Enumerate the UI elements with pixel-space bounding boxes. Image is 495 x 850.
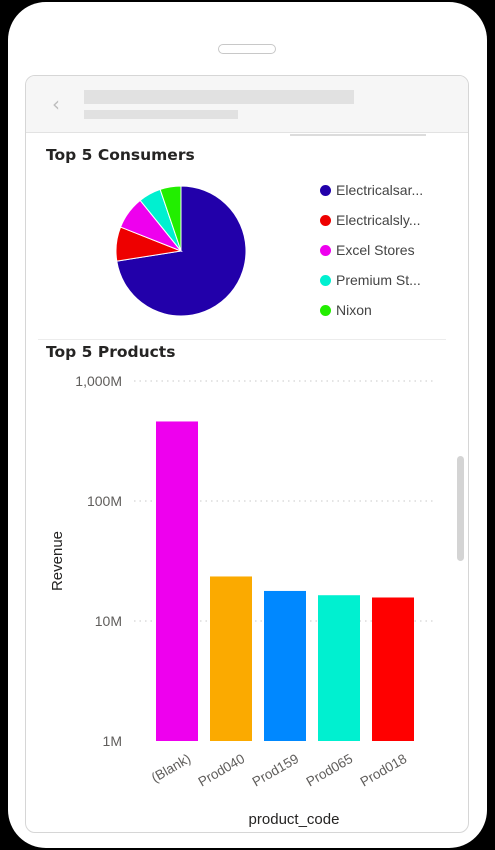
y-tick-label: 100M (87, 493, 122, 509)
y-tick-label: 10M (95, 613, 122, 629)
legend-item-4[interactable]: Nixon (320, 300, 428, 320)
x-tick-label: Prod018 (358, 751, 410, 790)
chevron-left-icon[interactable]: ‹ (52, 92, 60, 116)
bar-prod040[interactable] (210, 576, 252, 741)
legend-dot (320, 214, 331, 226)
bar-chart-title: Top 5 Products (46, 343, 176, 361)
pie-chart-title: Top 5 Consumers (46, 146, 195, 164)
legend-item-0[interactable]: Electricalsar... (320, 180, 428, 200)
section-divider (38, 339, 446, 340)
x-tick-label: Prod159 (250, 751, 302, 790)
y-tick-label: 1,000M (75, 373, 122, 389)
title-placeholder (84, 90, 354, 104)
legend-label: Electricalsly... (336, 212, 421, 228)
bar-prod065[interactable] (318, 595, 360, 741)
top-bar: ‹ (26, 76, 468, 133)
pie-chart[interactable] (106, 176, 256, 326)
legend-label: Electricalsar... (336, 182, 424, 198)
phone-frame: ‹ Top 5 Consumers Electricalsar... Electr… (8, 2, 487, 848)
x-tick-label: (Blank) (149, 751, 194, 785)
legend-label: Nixon (336, 302, 372, 318)
tab-divider (290, 134, 426, 136)
legend-item-3[interactable]: Premium St... (320, 270, 428, 290)
x-tick-label: Prod040 (196, 751, 248, 790)
legend-label: Premium St... (336, 272, 421, 288)
legend-item-1[interactable]: Electricalsly... (320, 210, 428, 230)
legend-dot (320, 184, 331, 196)
subtitle-placeholder (84, 110, 238, 119)
pie-slice-4[interactable] (159, 185, 182, 252)
legend-dot (320, 304, 331, 316)
bar-prod018[interactable] (372, 597, 414, 741)
x-axis-title: product_code (249, 811, 340, 828)
scrollbar-thumb[interactable] (457, 456, 464, 561)
legend-dot (320, 274, 331, 286)
y-axis-title: Revenue (49, 531, 66, 591)
phone-speaker (218, 44, 276, 54)
legend-item-2[interactable]: Excel Stores (320, 240, 428, 260)
legend-dot (320, 244, 331, 256)
legend-label: Excel Stores (336, 242, 415, 258)
bar-prod159[interactable] (264, 590, 306, 741)
report-screen: ‹ Top 5 Consumers Electricalsar... Electr… (25, 75, 469, 833)
x-tick-label: Prod065 (304, 751, 356, 790)
y-tick-label: 1M (103, 733, 122, 749)
bar-blank[interactable] (156, 421, 198, 741)
